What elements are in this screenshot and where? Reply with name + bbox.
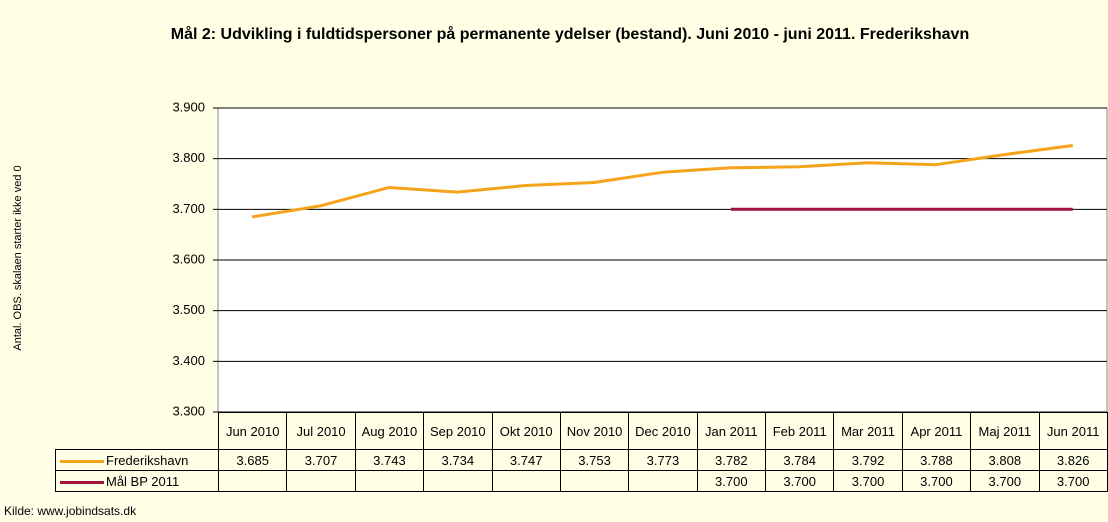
y-tick-label: 3.700 bbox=[172, 201, 205, 216]
table-cell: Mar 2011 bbox=[833, 412, 903, 450]
table-cell bbox=[628, 470, 698, 492]
table-cell: Jul 2010 bbox=[286, 412, 356, 450]
y-tick-label: 3.500 bbox=[172, 302, 205, 317]
table-cell: 3.782 bbox=[696, 449, 767, 471]
table-cell: Jun 2010 bbox=[217, 412, 288, 450]
y-tick-label: 3.800 bbox=[172, 150, 205, 165]
table-cell: Jun 2011 bbox=[1038, 412, 1108, 450]
table-cell: 3.707 bbox=[286, 449, 356, 471]
table-cell bbox=[56, 413, 219, 450]
table-cell: Okt 2010 bbox=[491, 412, 561, 450]
table-cell: 3.784 bbox=[764, 449, 835, 471]
table-cell bbox=[286, 470, 356, 492]
table-cell: 3.826 bbox=[1038, 449, 1108, 471]
table-cell: 3.753 bbox=[559, 449, 630, 471]
table-cell: 3.685 bbox=[217, 449, 288, 471]
table-cell: 3.700 bbox=[764, 470, 835, 492]
table-cell: Feb 2011 bbox=[764, 412, 835, 450]
legend-swatch bbox=[60, 480, 104, 484]
table-cell: 3.700 bbox=[901, 470, 972, 492]
table-cell: 3.773 bbox=[628, 449, 698, 471]
table-cell bbox=[423, 470, 493, 492]
y-axis-label: Antal. OBS. skalaen starter ikke ved 0 bbox=[12, 165, 24, 351]
table-cell: 3.734 bbox=[423, 449, 493, 471]
legend-entry: Mål BP 2011 bbox=[55, 470, 219, 492]
table-cell: Sep 2010 bbox=[423, 412, 493, 450]
table-cell: 3.808 bbox=[970, 449, 1040, 471]
legend-swatch bbox=[60, 459, 104, 463]
table-cell: 3.700 bbox=[696, 470, 767, 492]
legend-label: Mål BP 2011 bbox=[106, 473, 180, 489]
y-tick-label: 3.400 bbox=[172, 353, 205, 368]
y-tick-label: 3.600 bbox=[172, 251, 205, 266]
data-table: Jun 2010 Jul 2010 Aug 2010 Sep 2010 Okt 2010… bbox=[55, 412, 1108, 492]
y-tick-label: 3.300 bbox=[172, 403, 205, 418]
table-cell: 3.747 bbox=[491, 449, 561, 471]
y-tick-label: 3.900 bbox=[172, 99, 205, 114]
table-cell: Nov 2010 bbox=[559, 412, 630, 450]
chart-title: Mål 2: Udvikling i fuldtidspersoner på p… bbox=[170, 26, 970, 43]
source: Kilde: www.jobindsats.dk bbox=[4, 504, 137, 518]
legend-entry: Frederikshavn bbox=[55, 449, 219, 471]
legend-label: Frederikshavn bbox=[106, 452, 189, 468]
table-cell: Jan 2011 bbox=[696, 412, 767, 450]
table-cell bbox=[354, 470, 425, 492]
table-cell: 3.700 bbox=[970, 470, 1040, 492]
table-cell bbox=[559, 470, 630, 492]
table-cell: Maj 2011 bbox=[970, 412, 1040, 450]
table-cell: 3.788 bbox=[901, 449, 972, 471]
table-cell: 3.743 bbox=[354, 449, 425, 471]
table-cell: 3.700 bbox=[1038, 470, 1108, 492]
table-cell: Dec 2010 bbox=[628, 412, 698, 450]
table-cell: Aug 2010 bbox=[354, 412, 425, 450]
table-cell: Apr 2011 bbox=[901, 412, 972, 450]
table-cell bbox=[217, 470, 288, 492]
series-line bbox=[251, 144, 1073, 219]
table-cell: 3.792 bbox=[833, 449, 903, 471]
table-cell bbox=[491, 470, 561, 492]
table-cell: 3.700 bbox=[833, 470, 903, 492]
